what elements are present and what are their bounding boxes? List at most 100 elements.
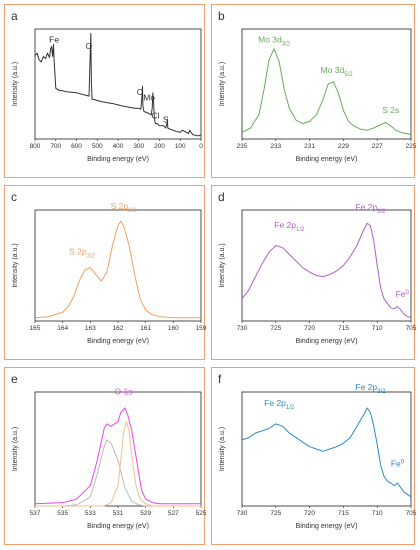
x-tick-label: 730 [237, 510, 248, 517]
x-tick-label: 710 [372, 510, 383, 517]
plot-frame [34, 391, 202, 507]
x-tick-label: 164 [57, 325, 68, 332]
series-line-0 [34, 220, 201, 319]
peak-label: S 2p3/2 [69, 247, 96, 260]
x-tick-label: 600 [71, 143, 82, 150]
y-axis-label: Intensity (a.u.) [219, 427, 226, 471]
x-tick-label: 525 [196, 510, 207, 517]
panel-letter-f: f [218, 372, 222, 386]
y-axis-label: Intensity (a.u.) [12, 243, 19, 287]
panel-letter-c: c [11, 190, 17, 204]
x-tick-label: 531 [113, 510, 124, 517]
chart-c-svg: c 165 164 163 162 161 160 159 Binding energy (eV… [11, 190, 207, 345]
peak-label: Mo 3d3/2 [258, 34, 291, 47]
chart-d-svg: d 730 725 720 715 710 705 Binding energy (eV) In… [218, 190, 417, 345]
x-tick-label: 235 [237, 143, 248, 150]
x-tick-label: 231 [304, 143, 315, 150]
peak-label: Fe 2p1/2 [264, 398, 295, 411]
panel-f: f 730 725 720 715 710 705 Binding energy (eV) In… [211, 367, 417, 545]
x-tick-label: 165 [30, 325, 41, 332]
x-tick-label: 200 [154, 143, 165, 150]
x-tick-label: 227 [372, 143, 383, 150]
x-tick-label: 500 [92, 143, 103, 150]
peak-label: S [163, 115, 169, 125]
x-axis-label: Binding energy (eV) [296, 156, 358, 163]
panel-a: a 800 700 600 500 400 300 200 100 0 Binding energy… [4, 4, 205, 178]
x-tick-label: 533 [85, 510, 96, 517]
plot-frame [241, 209, 412, 322]
peak-label: Fe 2p3/2 [355, 202, 386, 215]
x-tick-label: 163 [85, 325, 96, 332]
peak-label: Fe0 [391, 458, 405, 468]
x-axis-label: Binding energy (eV) [87, 523, 149, 530]
panel-b: b 235 233 231 229 227 225 Binding energy (eV) In… [211, 4, 417, 178]
peak-label: Fe [49, 34, 59, 44]
x-tick-label: 160 [168, 325, 179, 332]
x-tick-label: 527 [168, 510, 179, 517]
x-tick-label: 710 [372, 325, 383, 332]
chart-e-svg: e 537 535 533 531 529 527 525 Binding energy (eV… [11, 372, 207, 530]
peak-label: Cl [151, 110, 159, 120]
series-line-component-2 [35, 421, 201, 507]
peak-label: Mo 3d5/2 [321, 65, 354, 78]
x-tick-label: 400 [113, 143, 124, 150]
peak-label: Fe 2p3/2 [355, 382, 386, 395]
x-tick-label: 225 [406, 143, 417, 150]
x-tick-label: 725 [270, 325, 281, 332]
series-line-0 [241, 222, 412, 319]
x-tick-label: 300 [133, 143, 144, 150]
x-axis-label: Binding energy (eV) [296, 523, 358, 530]
chart-f-svg: f 730 725 720 715 710 705 Binding energy (eV) In… [218, 372, 417, 530]
x-tick-label: 720 [304, 510, 315, 517]
x-tick-label: 705 [406, 325, 417, 332]
series-line-0 [34, 32, 202, 137]
plot-frame [34, 28, 202, 140]
x-tick-label: 715 [338, 510, 349, 517]
x-tick-label: 100 [175, 143, 186, 150]
x-tick-label: 233 [270, 143, 281, 150]
panel-letter-a: a [11, 9, 18, 23]
x-axis-label: Binding energy (eV) [87, 156, 149, 163]
y-axis-label: Intensity (a.u.) [12, 62, 19, 106]
x-tick-label: 529 [140, 510, 151, 517]
x-tick-label: 537 [30, 510, 41, 517]
x-tick-label: 700 [50, 143, 61, 150]
x-tick-label: 725 [270, 510, 281, 517]
series-line-component-1 [35, 439, 201, 507]
chart-a-svg: a 800 700 600 500 400 300 200 100 0 Binding energy… [11, 9, 203, 163]
panel-letter-b: b [218, 9, 225, 23]
x-tick-label: 715 [338, 325, 349, 332]
panel-letter-d: d [218, 190, 225, 204]
x-tick-label: 159 [196, 325, 207, 332]
panel-d: d 730 725 720 715 710 705 Binding energy (eV) In… [211, 185, 417, 360]
x-tick-label: 229 [338, 143, 349, 150]
x-tick-label: 705 [406, 510, 417, 517]
peak-label: Fe 2p1/2 [274, 220, 305, 233]
x-tick-label: 720 [304, 325, 315, 332]
peak-label: C [137, 87, 143, 97]
y-axis-label: Intensity (a.u.) [12, 427, 19, 471]
panel-letter-e: e [11, 372, 18, 386]
peak-label: O 1s [115, 387, 133, 397]
series-line-0 [241, 407, 412, 498]
series-line-0 [241, 48, 412, 136]
chart-b-svg: b 235 233 231 229 227 225 Binding energy (eV) In… [218, 9, 417, 163]
panel-e: e 537 535 533 531 529 527 525 Binding energy (eV… [4, 367, 207, 545]
peak-label: Mo [143, 93, 155, 103]
series-line-total [34, 407, 201, 505]
x-axis-label: Binding energy (eV) [87, 338, 149, 345]
panel-c: c 165 164 163 162 161 160 159 Binding energy (eV… [4, 185, 207, 360]
x-tick-label: 0 [199, 143, 203, 150]
peak-label: O [86, 41, 93, 51]
x-tick-label: 162 [113, 325, 124, 332]
x-axis-label: Binding energy (eV) [296, 338, 358, 345]
peak-label: S 2p1/2 [111, 201, 138, 214]
y-axis-label: Intensity (a.u.) [219, 243, 226, 287]
y-axis-label: Intensity (a.u.) [219, 62, 226, 106]
x-tick-label: 161 [140, 325, 151, 332]
plot-frame [241, 391, 412, 507]
x-tick-label: 800 [30, 143, 41, 150]
x-tick-label: 535 [57, 510, 68, 517]
peak-label: S 2s [382, 105, 399, 115]
peak-label: Fe0 [396, 289, 410, 299]
